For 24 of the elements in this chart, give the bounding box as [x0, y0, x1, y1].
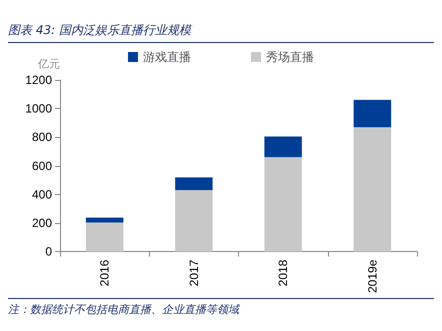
- x-tick-label: 2019e: [365, 259, 380, 294]
- chart-title: 图表 43: 国内泛娱乐直播行业规模: [8, 22, 434, 43]
- bar: [264, 136, 302, 158]
- x-tick-label: 2017: [186, 259, 201, 286]
- bar: [264, 157, 302, 252]
- bar: [354, 100, 392, 128]
- legend-label: 游戏直播: [143, 50, 191, 64]
- bar: [175, 177, 213, 190]
- y-tick-label: 200: [32, 216, 52, 230]
- bar: [86, 222, 124, 252]
- text: 注：数据统计不包括电商直播、企业直播等领域: [8, 298, 434, 317]
- y-tick-label: 600: [32, 158, 52, 173]
- y-tick-label: 1200: [25, 73, 52, 87]
- y-tick-label: 800: [32, 130, 52, 144]
- bar: [86, 218, 124, 222]
- y-tick-label: 0: [45, 244, 52, 259]
- bar: [354, 127, 392, 252]
- x-tick-label: 2018: [276, 259, 290, 286]
- y-axis-title: 亿元: [37, 58, 60, 70]
- x-tick-label: 2016: [98, 259, 112, 286]
- y-tick-label: 1000: [25, 102, 52, 116]
- legend-label: 秀场直播: [266, 50, 314, 64]
- y-tick-label: 400: [32, 187, 52, 202]
- bar: [175, 190, 213, 252]
